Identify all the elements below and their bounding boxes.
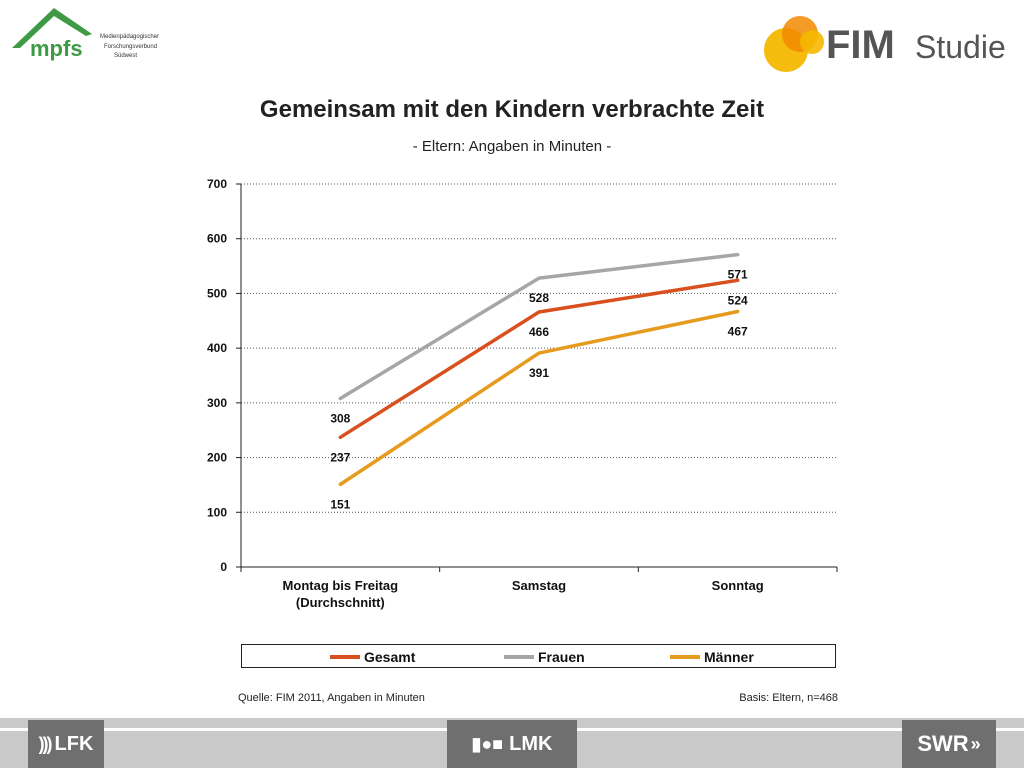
chart-grid (241, 183, 837, 513)
data-label-männer-1: 391 (529, 366, 549, 380)
basis-note: Basis: Eltern, n=468 (739, 692, 838, 704)
chart-series (338, 252, 740, 487)
mpfs-wordmark: mpfs (30, 36, 83, 61)
swr-logo: SWR » (902, 720, 996, 768)
data-label-frauen-0: 308 (330, 411, 350, 425)
fim-logo-light: Studie (915, 29, 1006, 65)
legend-swatch-frauen (504, 655, 534, 659)
y-tick-label-700: 700 (207, 177, 227, 191)
lfk-logo-text: LFK (54, 732, 94, 755)
source-note: Quelle: FIM 2011, Angaben in Minuten (238, 692, 425, 704)
x-tick-label-0-0: Montag bis Freitag (283, 578, 399, 593)
legend-label-maenner: Männer (704, 649, 754, 665)
y-tick-label-300: 300 (207, 396, 227, 410)
mpfs-line-3: Südwest (114, 53, 137, 59)
data-label-männer-2: 467 (728, 324, 748, 338)
chart-title: Gemeinsam mit den Kindern verbrachte Zei… (259, 96, 765, 123)
x-tick-label-2-0: Sonntag (712, 578, 764, 593)
y-tick-label-500: 500 (207, 286, 227, 300)
chart-subtitle: - Eltern: Angaben in Minuten - (412, 138, 612, 155)
lmk-shapes-icon: ▮●■ (471, 733, 504, 754)
legend-label-gesamt: Gesamt (364, 649, 416, 665)
lfk-bars-icon: ))) (38, 733, 53, 754)
chart-axes: 0 100 200 300 400 500 600 700 Montag bis Freitag… (207, 177, 838, 610)
data-label-männer-0: 151 (330, 497, 350, 511)
lfk-logo: ))) LFK (28, 720, 104, 768)
fim-logo-bold: FIM (826, 23, 895, 67)
legend-item-maenner: Männer (670, 649, 754, 665)
lmk-logo-text: LMK (509, 732, 553, 755)
mpfs-logo: mpfs Medienpädagogischer Forschungsverbu… (8, 2, 168, 64)
data-label-gesamt-1: 466 (529, 325, 549, 339)
x-tick-label-0-1: (Durchschnitt) (296, 595, 385, 610)
y-tick-label-0: 0 (220, 560, 227, 574)
mpfs-line-1: Medienpädagogischer (100, 34, 159, 40)
data-label-frauen-1: 528 (529, 291, 549, 305)
x-tick-label-1-0: Samstag (512, 578, 566, 593)
mpfs-line-2: Forschungsverbund (104, 44, 157, 50)
chart-legend: Gesamt Frauen Männer (241, 644, 836, 668)
legend-label-frauen: Frauen (538, 649, 585, 665)
data-label-gesamt-0: 237 (330, 450, 350, 464)
legend-item-gesamt: Gesamt (330, 649, 415, 665)
series-line-männer (338, 309, 740, 487)
data-label-frauen-2: 571 (728, 268, 748, 282)
legend-item-frauen: Frauen (504, 649, 585, 665)
legend-swatch-gesamt (330, 655, 360, 659)
legend-swatch-maenner (670, 655, 700, 659)
swr-chevrons-icon: » (970, 733, 981, 754)
y-tick-label-600: 600 (207, 232, 227, 246)
lmk-logo: ▮●■ LMK (447, 720, 577, 768)
data-label-gesamt-2: 524 (728, 293, 748, 307)
chart-labels: 237 466 524 308 528 571 151 391 467 (330, 268, 748, 512)
y-tick-label-400: 400 (207, 341, 227, 355)
fim-studie-logo: FIM Studie (760, 10, 1016, 76)
swr-logo-text: SWR (917, 731, 969, 756)
y-tick-label-200: 200 (207, 451, 227, 465)
series-line-gesamt (338, 278, 740, 440)
y-tick-label-100: 100 (207, 505, 227, 519)
series-line-frauen (338, 252, 740, 401)
